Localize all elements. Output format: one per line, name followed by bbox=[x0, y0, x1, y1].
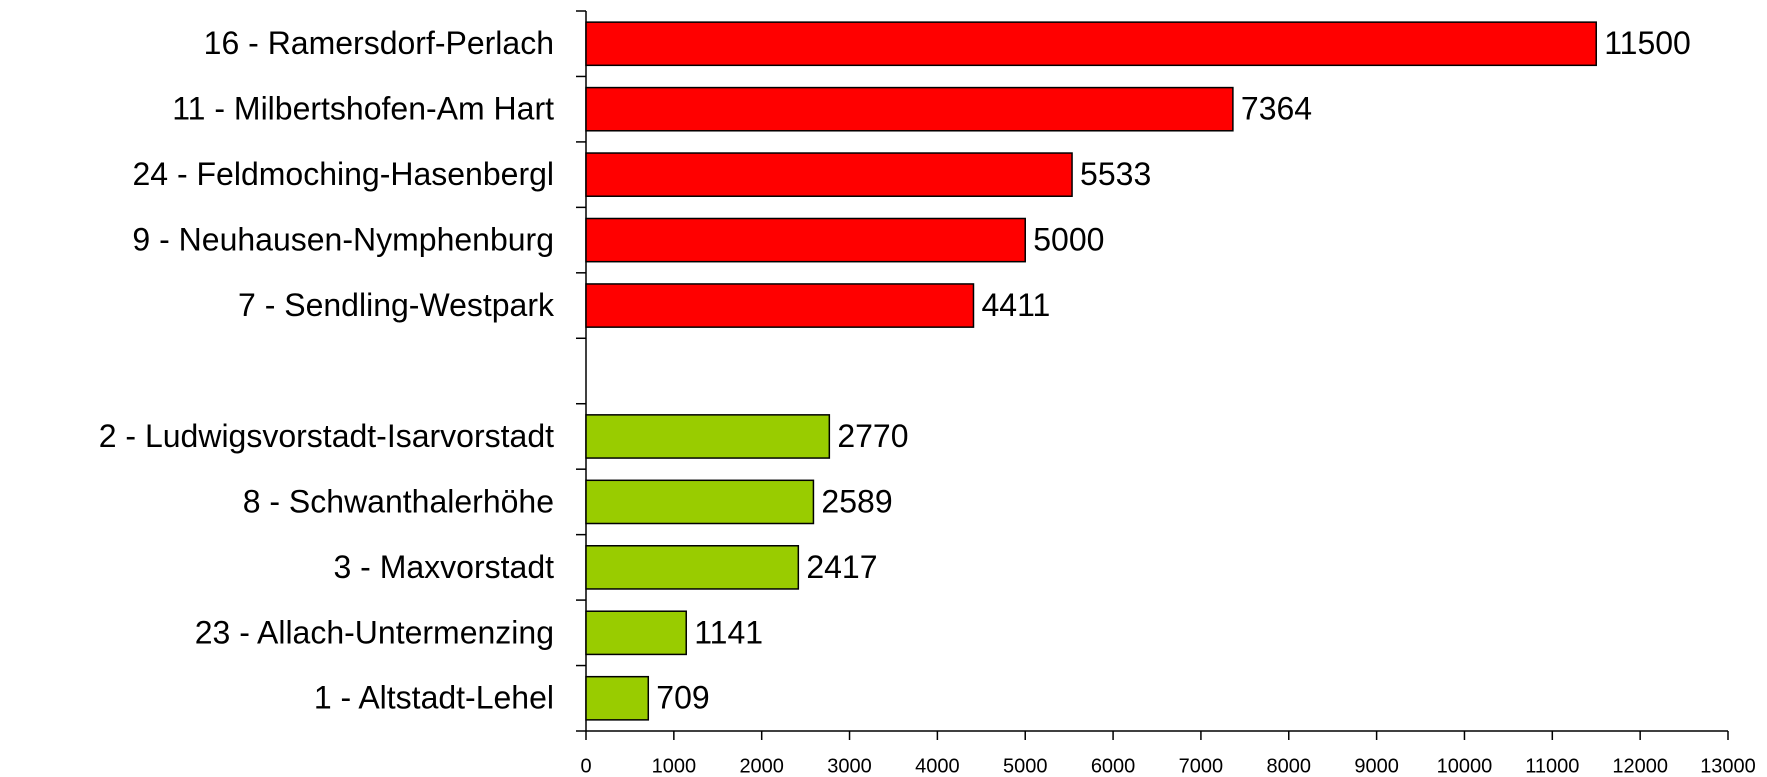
data-label: 2770 bbox=[837, 418, 908, 454]
data-label: 5000 bbox=[1033, 222, 1104, 258]
x-tick-label: 3000 bbox=[827, 755, 872, 777]
x-tick-label: 1000 bbox=[652, 755, 697, 777]
y-tick-label: 2 - Ludwigsvorstadt-Isarvorstadt bbox=[99, 418, 554, 454]
data-label: 2589 bbox=[821, 483, 892, 519]
x-tick-label: 6000 bbox=[1091, 755, 1136, 777]
data-label: 2417 bbox=[806, 549, 877, 585]
bar bbox=[585, 283, 975, 328]
y-tick-label: 7 - Sendling-Westpark bbox=[238, 287, 555, 323]
x-tick-label: 12000 bbox=[1612, 755, 1668, 777]
y-tick-label: 16 - Ramersdorf-Perlach bbox=[204, 25, 554, 61]
x-tick-label: 8000 bbox=[1267, 755, 1312, 777]
bar bbox=[585, 21, 1597, 67]
x-tick-label: 13000 bbox=[1700, 755, 1756, 777]
y-tick-label: 11 - Milbertshofen-Am Hart bbox=[172, 91, 554, 127]
x-tick-label: 11000 bbox=[1525, 755, 1579, 777]
y-tick-label: 9 - Neuhausen-Nymphenburg bbox=[132, 222, 554, 258]
data-label: 4411 bbox=[981, 287, 1050, 323]
bar bbox=[585, 545, 800, 590]
data-label: 7364 bbox=[1241, 91, 1312, 127]
y-tick-label: 3 - Maxvorstadt bbox=[333, 549, 554, 585]
x-tick-label: 5000 bbox=[1003, 755, 1048, 777]
bar bbox=[585, 217, 1026, 263]
x-tick-label: 9000 bbox=[1354, 755, 1399, 777]
x-tick-label: 7000 bbox=[1179, 755, 1224, 777]
data-label: 11500 bbox=[1604, 25, 1691, 61]
y-tick-label: 8 - Schwanthalerhöhe bbox=[243, 483, 554, 519]
data-label: 709 bbox=[656, 680, 709, 716]
y-tick-label: 24 - Feldmoching-Hasenbergl bbox=[132, 156, 554, 192]
x-tick-label: 10000 bbox=[1437, 755, 1493, 777]
data-label: 1141 bbox=[694, 614, 763, 650]
x-tick-label: 2000 bbox=[739, 755, 784, 777]
y-tick-label: 23 - Allach-Untermenzing bbox=[195, 614, 554, 650]
bar bbox=[585, 675, 650, 721]
bar bbox=[585, 414, 831, 459]
bar bbox=[585, 152, 1073, 197]
data-label: 5533 bbox=[1080, 156, 1151, 192]
bar bbox=[585, 610, 687, 656]
x-tick-label: 4000 bbox=[915, 755, 960, 777]
bar bbox=[585, 479, 815, 525]
y-tick-label: 1 - Altstadt-Lehel bbox=[314, 680, 554, 716]
x-tick-label: 0 bbox=[580, 755, 591, 777]
bar bbox=[585, 86, 1234, 132]
